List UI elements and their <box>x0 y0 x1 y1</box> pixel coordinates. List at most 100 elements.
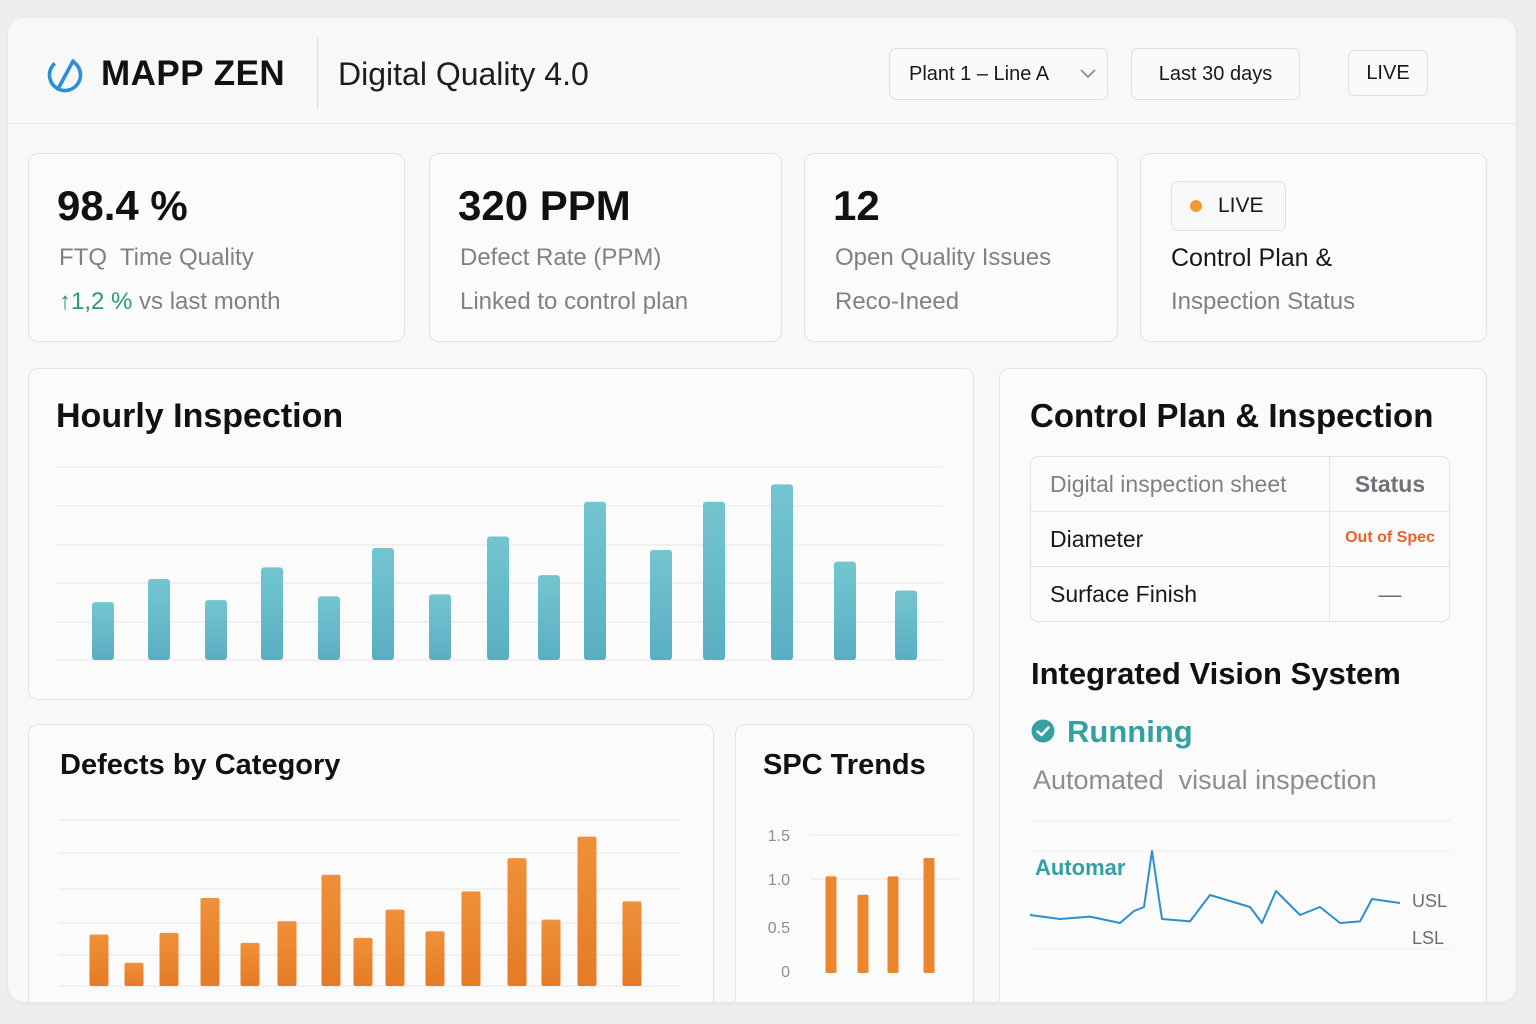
spc-trends-card: SPC Trends 1.5 1.0 0.5 0 <box>735 724 974 1002</box>
hourly-bar <box>834 561 856 660</box>
table-row[interactable]: Diameter Out of Spec <box>1031 512 1449 567</box>
defect-bar <box>577 836 597 986</box>
page-title: Digital Quality 4.0 <box>338 56 589 92</box>
top-bar: MAPP ZEN Digital Quality 4.0 Plant 1 – L… <box>8 18 1516 124</box>
defect-bar <box>507 858 527 986</box>
plant-line-select-label: Plant 1 – Line A <box>909 62 1050 85</box>
trend-line <box>1029 850 1401 924</box>
kpi-delta: ↑1,2 % vs last month <box>59 288 280 316</box>
date-range-button[interactable]: Last 30 days <box>1131 48 1300 100</box>
hourly-bar <box>650 549 672 660</box>
hourly-inspection-chart <box>55 466 943 661</box>
kpi-sub: Inspection Status <box>1171 288 1356 315</box>
kpi-label: FTQ Time Quality <box>59 244 254 271</box>
defect-bar <box>622 901 642 986</box>
hourly-bar <box>703 501 725 660</box>
hourly-bar <box>429 594 451 660</box>
hourly-bar <box>538 575 560 660</box>
hourly-bar <box>92 602 114 660</box>
kpi-card-ftq: 98.4 % FTQ Time Quality ↑1,2 % vs last m… <box>28 153 405 342</box>
defect-bar <box>425 931 445 986</box>
defect-bar <box>541 919 561 986</box>
card-title: SPC Trends <box>763 749 926 781</box>
y-tick-label: 1.0 <box>768 872 790 889</box>
trend-up-value: ↑1,2 % <box>59 288 133 315</box>
defect-bar <box>159 932 179 986</box>
inspection-item: Diameter <box>1050 526 1144 552</box>
lsl-label: LSL <box>1412 928 1444 948</box>
hourly-bar <box>318 596 340 660</box>
check-circle-icon <box>1031 719 1055 743</box>
hourly-bar <box>261 567 283 660</box>
hourly-bar <box>895 590 917 660</box>
section-title: Integrated Vision System <box>1031 656 1401 691</box>
plant-line-select[interactable]: Plant 1 – Line A <box>889 48 1108 100</box>
kpi-card-defect-rate: 320 PPM Defect Rate (PPM) Linked to cont… <box>429 153 782 342</box>
usl-label: USL <box>1412 891 1447 911</box>
kpi-label: Open Quality Issues <box>835 244 1052 271</box>
app-window: MAPP ZEN Digital Quality 4.0 Plant 1 – L… <box>8 18 1516 1002</box>
chevron-down-icon <box>1080 69 1096 79</box>
brand-logo-icon <box>47 57 83 93</box>
defect-bar <box>124 962 144 986</box>
y-tick-label: 0.5 <box>768 920 790 937</box>
defect-bar <box>200 898 220 986</box>
vision-trend-chart: Automar USL LSL <box>1029 820 1452 950</box>
spc-bar <box>857 894 869 973</box>
kpi-value: 12 <box>833 182 880 229</box>
table-header-row: Digital inspection sheet Status <box>1031 457 1449 512</box>
kpi-card-open-issues: 12 Open Quality Issues Reco-Ineed <box>804 153 1118 342</box>
kpi-sub: Reco-Ineed <box>835 288 960 315</box>
kpi-value: 98.4 % <box>57 182 188 229</box>
card-title: Defects by Category <box>60 749 341 781</box>
inspection-item: Surface Finish <box>1050 581 1198 607</box>
status-badge: Out of Spec <box>1345 529 1435 546</box>
card-title: Control Plan & Inspection <box>1030 397 1434 434</box>
hourly-bar <box>372 548 394 660</box>
status-badge: — <box>1378 581 1402 607</box>
live-button[interactable]: LIVE <box>1348 50 1428 96</box>
inspection-table: Digital inspection sheet Status Diameter… <box>1030 456 1450 622</box>
y-tick-label: 1.5 <box>768 828 790 845</box>
defects-by-category-chart <box>59 819 681 987</box>
spc-bar <box>887 876 899 973</box>
kpi-card-control-plan: LIVE Control Plan & Inspection Status <box>1140 153 1487 342</box>
header-divider <box>317 38 318 110</box>
trend-label: Automar <box>1035 855 1126 880</box>
live-status-label: LIVE <box>1218 194 1264 217</box>
hourly-bar <box>584 501 606 660</box>
kpi-value: 320 PPM <box>458 182 631 229</box>
hourly-bar <box>771 484 793 660</box>
column-header: Digital inspection sheet <box>1050 471 1287 497</box>
kpi-label: Control Plan & <box>1171 244 1333 272</box>
hourly-bar <box>148 578 170 660</box>
defect-bar <box>321 874 341 986</box>
control-plan-panel: Control Plan & Inspection Digital inspec… <box>999 368 1487 1002</box>
spc-trends-chart: 1.5 1.0 0.5 0 <box>768 828 959 981</box>
table-row[interactable]: Surface Finish — <box>1031 567 1449 621</box>
kpi-delta-suffix: vs last month <box>132 288 281 315</box>
spc-bar <box>825 876 837 973</box>
live-dot-icon <box>1190 200 1202 212</box>
vision-description: Automated visual inspection <box>1033 765 1377 795</box>
live-status-badge: LIVE <box>1171 181 1286 231</box>
hourly-bar <box>487 536 509 660</box>
y-tick-label: 0 <box>781 964 790 981</box>
vision-status: Running <box>1067 714 1193 749</box>
column-header: Status <box>1354 471 1426 497</box>
defect-bar <box>240 942 260 986</box>
hourly-bar <box>205 600 227 660</box>
card-title: Hourly Inspection <box>56 397 344 435</box>
kpi-label: Defect Rate (PPM) <box>460 244 662 271</box>
defect-bar <box>461 891 481 986</box>
defect-bar <box>385 909 405 986</box>
defect-bar <box>89 934 109 986</box>
defect-bar <box>353 937 373 986</box>
brand-name: MAPP ZEN <box>101 54 286 93</box>
defects-by-category-card: Defects by Category <box>28 724 714 1002</box>
hourly-inspection-card: Hourly Inspection <box>28 368 974 700</box>
kpi-sub: Linked to control plan <box>460 288 689 315</box>
table-divider <box>1329 457 1330 621</box>
spc-bar <box>923 858 935 973</box>
defect-bar <box>277 921 297 986</box>
